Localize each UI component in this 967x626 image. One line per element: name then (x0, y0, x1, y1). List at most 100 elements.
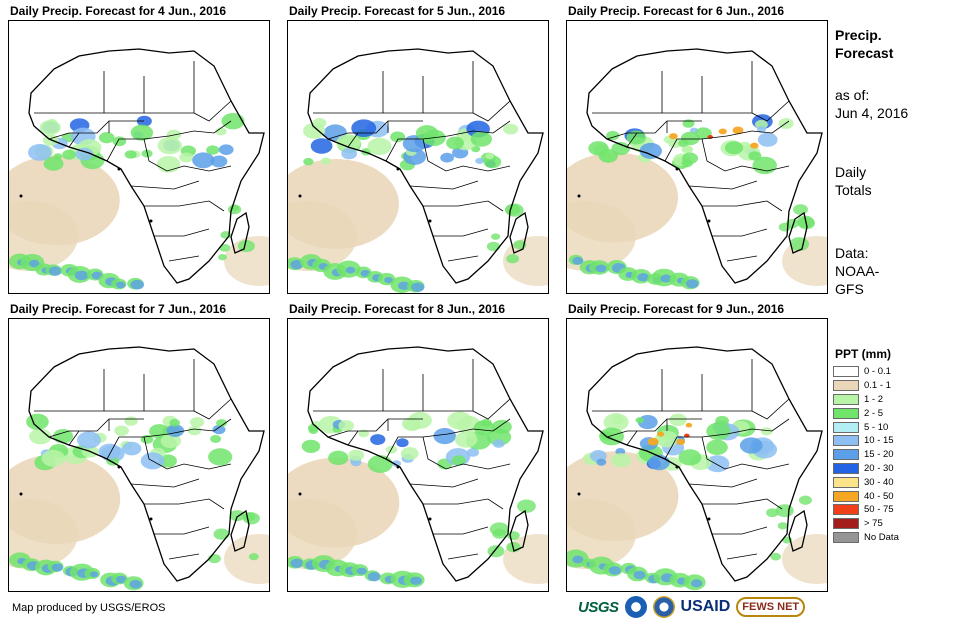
country-border (106, 120, 232, 162)
precip-area (633, 570, 646, 580)
precip-area (224, 534, 269, 584)
legend-label: No Data (864, 531, 899, 543)
country-border (433, 526, 489, 535)
legend-swatch (833, 449, 859, 461)
coastline (509, 211, 529, 254)
precip-area (115, 575, 127, 584)
precip-area (410, 576, 423, 585)
legend-label: 1 - 2 (864, 393, 884, 405)
forecast-panel: Daily Precip. Forecast for 4 Jun., 2016 (8, 4, 275, 297)
precip-area (112, 136, 127, 147)
country-border (193, 100, 232, 122)
country-border (68, 132, 80, 148)
legend-item: 50 - 75 (833, 503, 953, 517)
precip-area (218, 144, 234, 155)
precip-area (157, 136, 182, 155)
precip-area (770, 552, 782, 561)
legend-label: 30 - 40 (864, 476, 894, 488)
country-border (130, 478, 200, 488)
country-border (313, 369, 384, 412)
precip-area (690, 579, 703, 588)
legend-swatch (833, 407, 859, 419)
island-marker (149, 517, 153, 521)
precip-area (303, 157, 314, 166)
precip-area (208, 448, 233, 466)
precip-area (27, 143, 52, 161)
legend-swatch (833, 435, 859, 447)
country-border (383, 76, 424, 114)
precip-area (328, 450, 349, 466)
legend-swatch (833, 504, 859, 516)
precip-area (517, 499, 536, 513)
country-border (447, 255, 479, 262)
precip-area (386, 445, 398, 454)
precip-area (187, 425, 202, 436)
coastline (586, 48, 823, 284)
legend-item: 40 - 50 (833, 489, 953, 503)
precip-area (288, 201, 357, 271)
legend-item: 15 - 20 (833, 448, 953, 462)
legend-item: 30 - 40 (833, 475, 953, 489)
country-border (606, 418, 702, 438)
precip-area (466, 448, 480, 457)
precip-area (367, 455, 393, 473)
country-border (144, 498, 225, 510)
country-border (168, 553, 200, 560)
island-marker (19, 492, 23, 496)
precip-area (491, 233, 501, 240)
precip-area (53, 153, 63, 160)
precip-area (682, 119, 695, 128)
precip-area (370, 434, 386, 445)
panel-title: Daily Precip. Forecast for 5 Jun., 2016 (289, 4, 506, 18)
precip-area (213, 528, 230, 540)
totals-block: Daily Totals (835, 163, 872, 199)
precip-area (345, 266, 356, 274)
legend-swatch (833, 518, 859, 530)
precip-area (149, 424, 170, 439)
precip-area (98, 132, 115, 144)
country-border (327, 120, 423, 140)
country-border (688, 478, 758, 488)
precip-area (310, 138, 333, 154)
country-border (712, 526, 768, 535)
country-border (726, 553, 758, 560)
coastline (788, 509, 808, 552)
precip-area (572, 555, 584, 564)
precip-area (411, 282, 425, 292)
legend-item: No Data (833, 531, 953, 545)
precip-area (229, 510, 245, 522)
precip-area (114, 425, 129, 436)
precip-area (491, 419, 512, 435)
precip-area (221, 112, 245, 130)
forecast-panel: Daily Precip. Forecast for 8 Jun., 2016 (287, 302, 554, 595)
country-border (433, 228, 489, 237)
precip-area (248, 553, 259, 561)
doi-seal-icon (652, 596, 675, 618)
forecast-map (566, 20, 828, 294)
precip-area (398, 281, 410, 291)
country-border (422, 138, 511, 172)
precip-area (760, 427, 773, 436)
precip-area (660, 274, 672, 283)
country-border (702, 498, 783, 510)
precip-area (475, 157, 484, 165)
precip-area (647, 437, 659, 446)
legend-swatch (833, 476, 859, 488)
precip-area (391, 460, 402, 467)
island-marker (117, 465, 121, 469)
source-line: NOAA- (835, 263, 880, 279)
legend-item: > 75 (833, 517, 953, 531)
country-border (144, 61, 195, 114)
precip-area (367, 571, 381, 582)
precip-area (683, 145, 693, 153)
precip-area (358, 429, 370, 438)
precip-area (685, 422, 693, 428)
country-border (664, 418, 790, 460)
country-border (701, 138, 790, 172)
precip-area (440, 152, 454, 163)
precip-area (739, 437, 763, 454)
precip-area (454, 431, 478, 448)
precip-area (766, 508, 779, 518)
country-border (423, 200, 504, 212)
island-marker (428, 517, 432, 521)
